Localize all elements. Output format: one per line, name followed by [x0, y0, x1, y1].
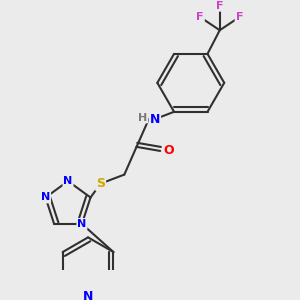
Text: N: N	[63, 176, 73, 186]
Text: F: F	[196, 12, 204, 22]
Text: N: N	[83, 290, 93, 300]
Text: O: O	[164, 144, 175, 158]
Text: N: N	[41, 193, 50, 202]
Text: H: H	[138, 112, 147, 122]
Text: F: F	[216, 1, 224, 11]
Text: N: N	[77, 219, 87, 229]
Text: N: N	[150, 112, 160, 126]
Text: S: S	[96, 177, 105, 190]
Text: F: F	[236, 12, 243, 22]
